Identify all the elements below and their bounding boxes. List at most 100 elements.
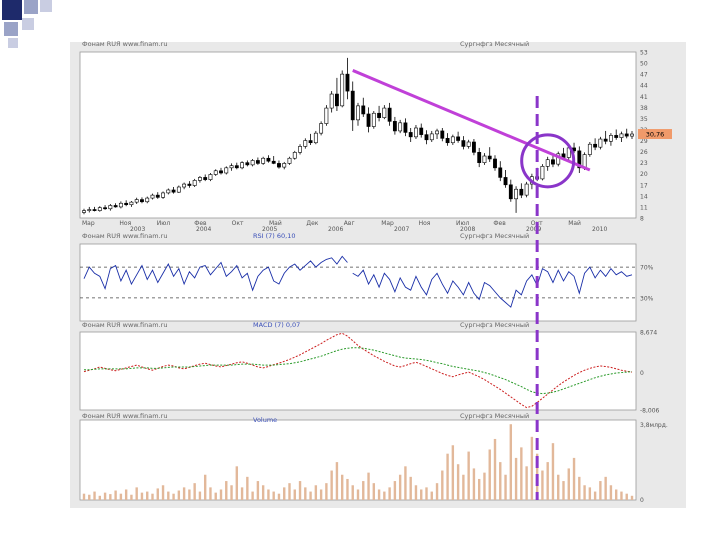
x-month-label-11: Фев (493, 220, 506, 227)
volume-bar-18 (177, 490, 181, 500)
volume-bar-47 (330, 470, 333, 500)
candle-body-9 (129, 201, 134, 206)
volume-bar-64 (420, 489, 423, 500)
x-month-label-8: Мар (381, 220, 394, 227)
volume-bar-89 (551, 443, 555, 500)
volume-bar-102 (620, 491, 623, 500)
candle-body-2 (92, 209, 97, 211)
price-y-tick-15: 8 (640, 216, 644, 223)
volume-bar-104 (630, 495, 634, 500)
candle-body-74 (472, 141, 476, 153)
candle-body-25 (213, 170, 218, 175)
macd-tick-1: 0 (640, 370, 644, 377)
deco-square-1 (24, 0, 38, 14)
candle-body-75 (477, 152, 482, 163)
candle-body-26 (219, 170, 223, 174)
volume-bar-39 (288, 483, 291, 500)
volume-bar-97 (593, 491, 597, 500)
price-y-tick-10: 23 (640, 160, 648, 167)
price-y-tick-14: 11 (640, 204, 648, 211)
volume-bar-30 (240, 487, 244, 500)
panel-source-label-3: Фонам RUЯ www.finam.ru (82, 412, 167, 420)
candle-body-97 (593, 143, 598, 148)
candle-body-42 (303, 140, 308, 147)
candle-body-56 (377, 112, 381, 118)
candle-body-61 (403, 122, 408, 133)
volume-bar-42 (304, 487, 307, 500)
candle-body-22 (198, 177, 202, 181)
volume-bar-78 (493, 438, 497, 500)
candle-body-33 (255, 160, 260, 164)
x-year-label-1: 2004 (196, 226, 211, 233)
volume-bar-101 (614, 489, 618, 500)
macd-tick-2: -8,006 (640, 408, 660, 415)
volume-bar-87 (541, 470, 544, 500)
volume-bar-29 (235, 466, 239, 500)
candle-body-59 (392, 121, 397, 132)
price-y-tick-9: 26 (640, 149, 648, 156)
volume-bar-41 (298, 481, 302, 500)
volume-bar-3 (98, 495, 102, 500)
candle-body-73 (466, 141, 471, 147)
candle-body-35 (266, 157, 271, 162)
volume-bar-10 (135, 487, 138, 500)
candle-body-55 (371, 112, 376, 127)
volume-bar-7 (119, 493, 123, 500)
x-month-label-1: Ноя (119, 220, 131, 227)
price-y-tick-5: 38 (640, 105, 648, 112)
candle-body-14 (155, 194, 160, 198)
x-year-label-6: 2009 (526, 226, 541, 233)
volume-bar-59 (393, 481, 397, 500)
price-y-tick-1: 50 (640, 61, 648, 68)
macd-panel (79, 331, 637, 411)
volume-bar-80 (504, 474, 507, 500)
panel-source-label-2: Фонам RUЯ www.finam.ru (82, 321, 167, 329)
panel-period-label-0: Сургнфгз Месячный (460, 40, 529, 48)
panel-source-label-1: Фонам RUЯ www.finam.ru (82, 232, 167, 240)
x-month-label-5: Май (269, 220, 282, 227)
candle-body-32 (250, 160, 255, 166)
candle-body-50 (345, 73, 350, 92)
volume-bar-17 (172, 493, 175, 500)
volume-bar-23 (203, 474, 207, 500)
candle-body-29 (234, 165, 239, 169)
candle-body-30 (240, 162, 244, 169)
volume-bar-37 (277, 493, 281, 500)
candle-body-102 (619, 133, 624, 138)
x-year-label-0: 2003 (130, 226, 145, 233)
volume-bar-26 (219, 489, 223, 500)
volume-bar-13 (151, 493, 154, 500)
rsi-title: RSI (7) 60,10 (253, 232, 296, 240)
candle-body-78 (493, 158, 497, 169)
candle-body-21 (192, 180, 197, 186)
volume-tick-max: 3,8млрд. (640, 422, 668, 429)
volume-bar-44 (314, 485, 318, 500)
volume-bar-33 (256, 481, 260, 500)
price-y-tick-13: 14 (640, 193, 648, 200)
macd-tick-0: 8,674 (640, 330, 657, 337)
candle-body-13 (150, 194, 155, 199)
candle-body-17 (171, 189, 176, 193)
volume-bar-73 (467, 451, 470, 500)
deco-square-4 (22, 18, 34, 30)
rsi-line-segment-2 (352, 266, 633, 308)
trend-line (352, 69, 591, 172)
volume-bar-94 (578, 476, 581, 500)
volume-bar-40 (293, 489, 296, 500)
price-y-tick-11: 20 (640, 171, 648, 178)
candle-body-43 (308, 140, 313, 144)
candle-body-37 (277, 163, 281, 168)
candle-body-53 (361, 105, 366, 115)
panel-period-label-1: Сургнфгз Месячный (460, 232, 529, 240)
volume-bar-103 (625, 493, 628, 500)
candle-body-6 (113, 205, 118, 208)
volume-bar-96 (588, 487, 592, 500)
candle-body-103 (624, 133, 629, 137)
volume-bar-12 (146, 491, 149, 500)
x-month-label-4: Окт (232, 220, 244, 227)
volume-bar-69 (446, 453, 449, 500)
candle-body-71 (456, 136, 461, 141)
volume-bar-25 (214, 492, 217, 500)
